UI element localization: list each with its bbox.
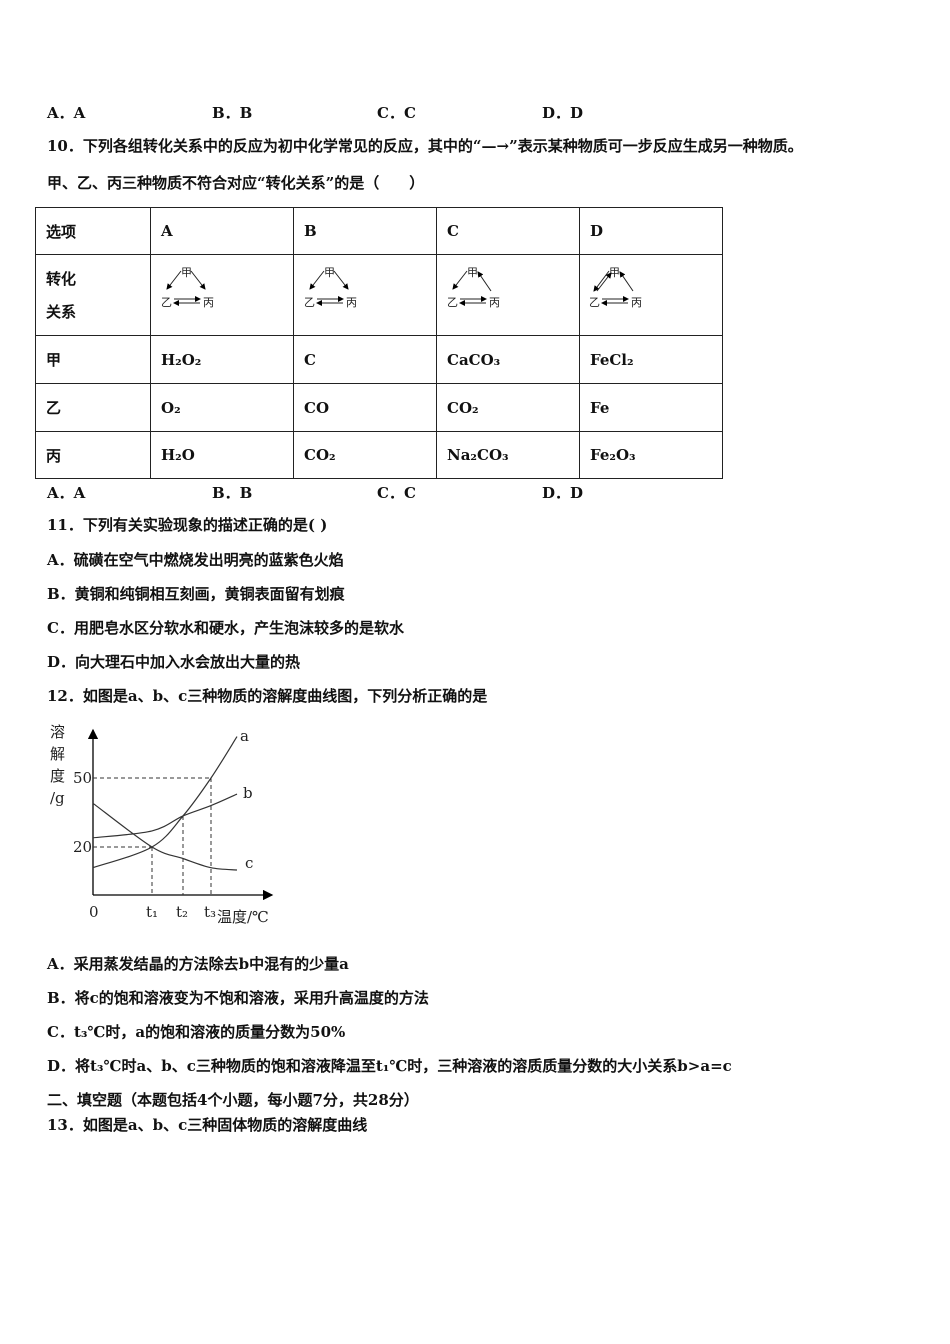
table-cell: Fe₂O₃ <box>579 431 723 479</box>
q9-option-c: C．C <box>377 104 416 122</box>
header-cell: 选项 <box>35 207 151 255</box>
table-cell: H₂O <box>150 431 294 479</box>
label-yi: 乙 <box>161 296 172 309</box>
label-yi: 乙 <box>447 296 458 309</box>
table-cell: FeCl₂ <box>579 335 723 384</box>
q12-option-c: C．t₃℃时，a的饱和溶液的质量分数为50% <box>47 1023 346 1041</box>
relation-diagram-d <box>579 254 723 336</box>
label-bing: 丙 <box>346 296 357 309</box>
table-cell: CO <box>293 383 437 432</box>
arrow-jia-bing <box>190 270 206 290</box>
q10-option-b: B．B <box>212 484 253 502</box>
relation-label-line: 转化 <box>46 270 77 288</box>
relation-diagram-c <box>436 254 580 336</box>
q12-option-b: B．将c的饱和溶液变为不饱和溶液，采用升高温度的方法 <box>47 989 429 1007</box>
y-label-char: /g <box>50 789 65 807</box>
series-label-b: b <box>243 784 253 802</box>
series-curve-c <box>92 802 238 871</box>
x-tick-t2: t₂ <box>176 903 188 921</box>
q11-option-d: D．向大理石中加入水会放出大量的热 <box>47 653 301 671</box>
section-2-heading: 二、填空题（本题包括4个小题，每小题7分，共28分） <box>47 1091 419 1109</box>
q11-option-c: C．用肥皂水区分软水和硬水，产生泡沫较多的是软水 <box>47 619 404 637</box>
y-label-char: 解 <box>50 745 65 763</box>
arrow-jia-yi <box>309 270 325 290</box>
x-tick-0: 0 <box>89 903 99 921</box>
table-cell: C <box>293 335 437 384</box>
label-bing: 丙 <box>489 296 500 309</box>
table-row-relation: 转化 关系 <box>35 254 723 336</box>
q9-option-a: A．A <box>47 104 86 122</box>
q9-option-d: D．D <box>542 104 584 122</box>
label-bing: 丙 <box>631 296 642 309</box>
table-cell: CO₂ <box>293 431 437 479</box>
label-jia: 甲 <box>181 266 192 279</box>
label-yi: 乙 <box>589 296 600 309</box>
arrow-bing-jia <box>477 271 492 292</box>
table-header-row: 选项 A B C D <box>35 207 723 255</box>
arrow-yi-jia <box>596 272 612 292</box>
row-label: 甲 <box>35 335 151 384</box>
q10-option-c: C．C <box>377 484 416 502</box>
series-label-a: a <box>240 727 249 745</box>
x-tick-t3: t₃ <box>204 903 216 921</box>
q9-option-b: B．B <box>212 104 253 122</box>
q10-option-d: D．D <box>542 484 584 502</box>
q10-option-a: A．A <box>47 484 86 502</box>
series-curve-b <box>92 793 238 839</box>
series-curve-a <box>92 736 238 869</box>
arrow-jia-yi <box>593 270 610 292</box>
q11-option-a: A．硫磺在空气中燃烧发出明亮的蓝紫色火焰 <box>47 551 344 569</box>
table-row: 乙 O₂ CO CO₂ Fe <box>35 383 723 432</box>
q12-option-a: A．采用蒸发结晶的方法除去b中混有的少量a <box>47 955 349 973</box>
q13-stem: 13．如图是a、b、c三种固体物质的溶解度曲线 <box>47 1116 368 1134</box>
arrow-jia-bing <box>333 270 349 290</box>
table-row: 丙 H₂O CO₂ Na₂CO₃ Fe₂O₃ <box>35 431 723 479</box>
x-axis-label: 温度/℃ <box>217 908 269 926</box>
series-label-c: c <box>245 854 253 872</box>
table-row: 甲 H₂O₂ C CaCO₃ FeCl₂ <box>35 335 723 384</box>
label-yi: 乙 <box>304 296 315 309</box>
y-tick-20: 20 <box>73 838 92 856</box>
relation-diagram-b <box>293 254 437 336</box>
row-label: 丙 <box>35 431 151 479</box>
arrow-bing-jia <box>619 271 634 292</box>
label-jia: 甲 <box>609 266 620 279</box>
table-cell: Na₂CO₃ <box>436 431 580 479</box>
x-tick-t1: t₁ <box>146 903 158 921</box>
label-jia: 甲 <box>324 266 335 279</box>
label-bing: 丙 <box>203 296 214 309</box>
y-label-char: 度 <box>50 767 65 785</box>
curves <box>92 736 238 871</box>
q12-option-d: D．将t₃℃时a、b、c三种物质的饱和溶液降温至t₁℃时，三种溶液的溶质质量分数… <box>47 1057 732 1075</box>
relation-diagrams: 甲乙 丙 甲乙 丙 甲乙 丙 甲乙 丙 <box>161 266 642 309</box>
q11-option-b: B．黄铜和纯铜相互刻画，黄铜表面留有划痕 <box>47 585 345 603</box>
arrow-jia-yi <box>166 270 182 290</box>
q10-stem-line1: 10．下列各组转化关系中的反应为初中化学常见的反应，其中的“—→”表示某种物质可… <box>47 137 803 155</box>
table-cell: H₂O₂ <box>150 335 294 384</box>
q10-stem-line2: 甲、乙、丙三种物质不符合对应“转化关系”的是（ ） <box>47 174 425 192</box>
header-cell: C <box>436 207 580 255</box>
y-tick-50: 50 <box>73 769 92 787</box>
q12-stem: 12．如图是a、b、c三种物质的溶解度曲线图，下列分析正确的是 <box>47 687 488 705</box>
arrow-jia-yi <box>452 270 468 290</box>
table-cell: CaCO₃ <box>436 335 580 384</box>
guide-lines <box>93 777 212 895</box>
q10-table: 选项 A B C D 转化关系 甲 H₂O₂ C CaCO₃ FeCl₂ 乙 O… <box>35 207 723 479</box>
y-label-char: 溶 <box>50 723 65 741</box>
relation-label-line: 关系 <box>46 303 77 321</box>
label-jia: 甲 <box>467 266 478 279</box>
q11-stem: 11．下列有关实验现象的描述正确的是( ) <box>47 516 328 534</box>
